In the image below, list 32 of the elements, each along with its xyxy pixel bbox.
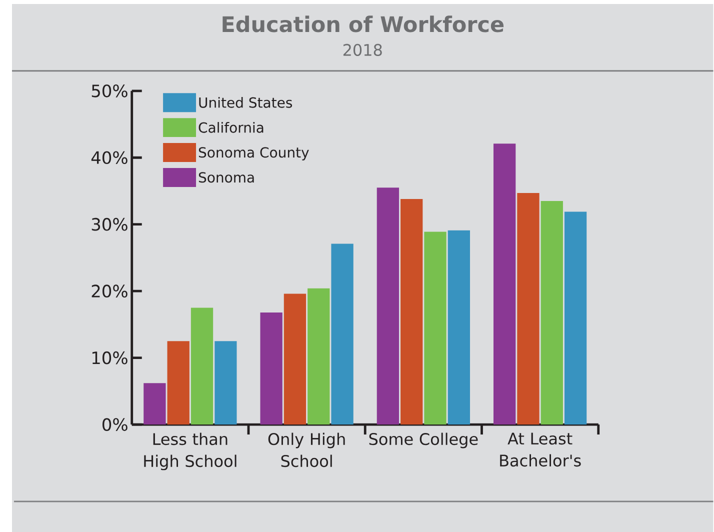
bar — [376, 187, 400, 424]
bar — [190, 308, 214, 424]
bar — [400, 198, 423, 424]
bar — [331, 243, 354, 424]
y-tick-label: 10% — [92, 351, 128, 364]
x-tick-label: Less than High School — [144, 432, 236, 470]
legend-label: United States — [199, 96, 292, 108]
y-tick-label: 50% — [92, 84, 128, 98]
y-tick-label: 20% — [92, 284, 128, 298]
chart-subtitle: 2018 — [343, 44, 382, 56]
x-tick-label: Some College — [369, 432, 478, 448]
y-tick-label: 0% — [102, 418, 128, 431]
bar — [564, 211, 587, 424]
bar — [517, 192, 540, 424]
x-tick-label: Only High School — [268, 432, 345, 467]
y-tick-label: 40% — [91, 150, 128, 164]
legend-label: Sonoma — [198, 172, 254, 182]
bar — [214, 340, 237, 424]
bar — [144, 382, 166, 424]
bar — [540, 200, 563, 424]
bar — [424, 231, 446, 424]
bar — [493, 143, 516, 424]
chart-title: Education of Workforce — [222, 15, 504, 32]
legend-label: California — [198, 122, 264, 133]
x-tick-label: At Least Bachelor's — [500, 432, 581, 466]
bar — [448, 230, 470, 424]
bar — [284, 294, 306, 424]
bar — [167, 340, 190, 424]
bar — [260, 312, 282, 424]
bar — [308, 288, 330, 424]
legend-label: Sonoma County — [198, 146, 309, 160]
y-tick-label: 30% — [92, 218, 128, 231]
